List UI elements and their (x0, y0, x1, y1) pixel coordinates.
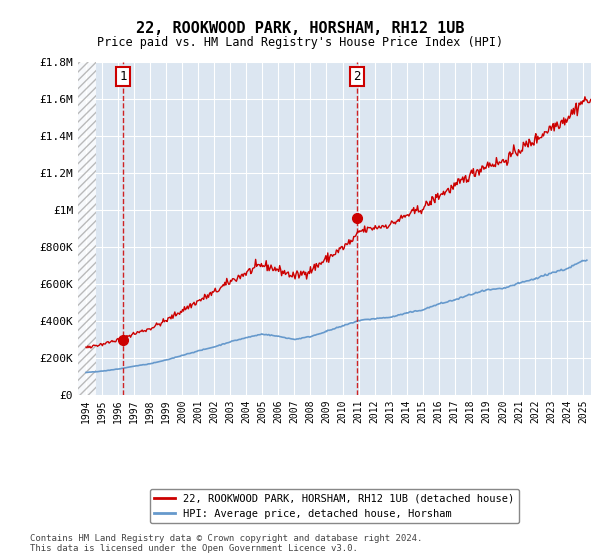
Text: 1: 1 (119, 70, 127, 83)
Text: Price paid vs. HM Land Registry's House Price Index (HPI): Price paid vs. HM Land Registry's House … (97, 36, 503, 49)
Text: Contains HM Land Registry data © Crown copyright and database right 2024.
This d: Contains HM Land Registry data © Crown c… (30, 534, 422, 553)
Bar (78, 62, 97, 395)
Legend: 22, ROOKWOOD PARK, HORSHAM, RH12 1UB (detached house), HPI: Average price, detac: 22, ROOKWOOD PARK, HORSHAM, RH12 1UB (de… (150, 489, 519, 523)
Text: 22, ROOKWOOD PARK, HORSHAM, RH12 1UB: 22, ROOKWOOD PARK, HORSHAM, RH12 1UB (136, 21, 464, 36)
Text: 2: 2 (353, 70, 361, 83)
